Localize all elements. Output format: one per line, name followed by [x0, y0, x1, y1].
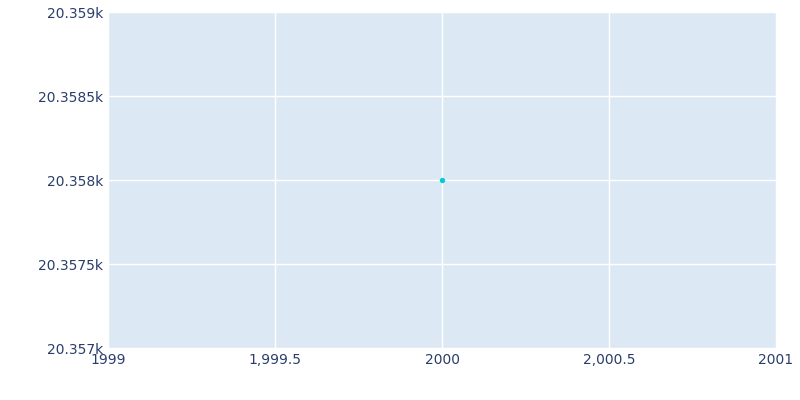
Point [435, 177, 448, 183]
